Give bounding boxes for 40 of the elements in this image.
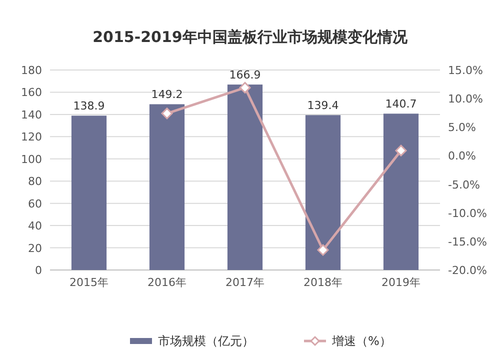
data-label: 140.7	[385, 98, 417, 111]
chart-title: 2015-2019年中国盖板行业市场规模变化情况	[92, 28, 408, 46]
point	[161, 108, 173, 120]
y-tick-label: 20	[28, 242, 42, 255]
y-tick-label: 100	[21, 152, 42, 166]
y-tick-label: 160	[21, 86, 42, 100]
bar	[71, 116, 107, 270]
bar	[383, 114, 419, 270]
data-label: 138.9	[73, 100, 105, 113]
x-tick-label: 2018年	[304, 276, 342, 289]
y-tick-label: 180	[21, 64, 42, 77]
bar	[305, 115, 341, 270]
legend-label: 市场规模（亿元）	[158, 334, 254, 348]
y-tick-label: 120	[21, 130, 42, 144]
x-tick-label: 2019年	[382, 276, 420, 289]
point	[317, 244, 329, 256]
x-tick-label: 2017年	[226, 276, 264, 289]
y2-tick-label: 5.0%	[448, 121, 476, 134]
y2-tick-label: -10.0%	[448, 206, 487, 220]
y-tick-label: 80	[28, 175, 42, 188]
data-label: 139.4	[307, 99, 339, 112]
y-tick-label: 40	[28, 220, 42, 233]
y2-tick-label: 10.0%	[448, 92, 483, 106]
y2-tick-label: -15.0%	[448, 235, 487, 248]
x-tick-label: 2015年	[70, 276, 108, 289]
legend-label: 增速（%）	[331, 334, 392, 348]
y2-tick-label: -5.0%	[448, 178, 480, 192]
y-tick-label: 0	[35, 264, 42, 277]
bar	[149, 104, 185, 270]
point	[239, 82, 251, 94]
x-tick-label: 2016年	[148, 276, 186, 289]
y2-tick-label: 0.0%	[448, 150, 476, 163]
data-label: 149.2	[151, 88, 183, 102]
point	[395, 144, 407, 156]
data-label: 166.9	[229, 68, 261, 82]
y2-tick-label: 15.0%	[448, 64, 483, 77]
y-tick-label: 140	[21, 108, 42, 122]
bar	[227, 84, 263, 270]
y2-tick-label: -20.0%	[448, 264, 487, 277]
y-tick-label: 60	[28, 197, 42, 210]
